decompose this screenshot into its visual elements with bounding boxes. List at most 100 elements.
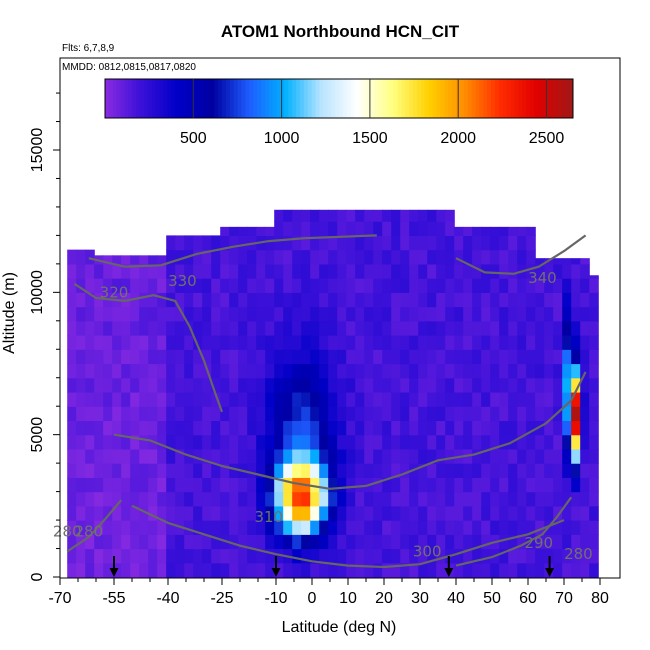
heatmap-cell <box>292 349 302 365</box>
heatmap-cell <box>130 278 140 293</box>
heatmap-cell <box>175 420 185 436</box>
heatmap-cell <box>481 434 491 450</box>
heatmap-cell <box>202 292 212 308</box>
heatmap-cell <box>400 320 410 336</box>
contour-line-330 <box>88 234 377 268</box>
heatmap-cell <box>94 548 104 564</box>
heatmap-cell <box>292 263 302 279</box>
heatmap-cell <box>112 377 122 393</box>
heatmap-cell <box>175 491 185 507</box>
heatmap-cell <box>355 377 365 393</box>
heatmap-cell <box>301 209 311 222</box>
heatmap-cell <box>580 263 590 279</box>
heatmap-cell <box>301 349 311 365</box>
heatmap-cell <box>382 562 392 578</box>
heatmap-cell <box>409 420 419 436</box>
heatmap-cell <box>391 534 401 550</box>
heatmap-cell <box>490 306 500 322</box>
heatmap-cell <box>490 562 500 578</box>
heatmap-cell <box>337 434 347 450</box>
heatmap-cell <box>148 363 158 379</box>
heatmap-cell <box>67 377 77 393</box>
heatmap-cell <box>292 505 302 521</box>
heatmap-cell <box>148 349 158 365</box>
colorbar-segment <box>206 79 211 118</box>
heatmap-cell <box>373 548 383 564</box>
heatmap-cell <box>391 209 401 222</box>
heatmap-cell <box>103 391 113 407</box>
heatmap-cell <box>508 349 518 365</box>
heatmap-cell <box>112 548 122 564</box>
heatmap-cell <box>454 363 464 379</box>
heatmap-cell <box>499 406 509 422</box>
heatmap-cell <box>139 505 149 521</box>
heatmap-cell <box>319 520 329 535</box>
heatmap-cell <box>103 255 113 265</box>
heatmap-cell <box>220 249 230 265</box>
heatmap-cell <box>346 349 356 365</box>
colorbar-segment <box>214 79 219 118</box>
heatmap-cell <box>337 520 347 535</box>
colorbar-segment <box>444 79 449 118</box>
heatmap-cell <box>94 491 104 507</box>
heatmap-cell <box>256 548 266 564</box>
heatmap-cell <box>481 235 491 251</box>
colorbar-segment <box>346 79 352 118</box>
heatmap-cell <box>310 406 320 422</box>
heatmap-cell <box>265 249 275 265</box>
heatmap-cell <box>274 406 284 422</box>
colorbar-segment <box>116 79 122 118</box>
heatmap-cell <box>328 320 338 336</box>
heatmap-cell <box>76 491 86 507</box>
heatmap-cell <box>553 520 563 535</box>
heatmap-cell <box>472 306 482 322</box>
heatmap-cell <box>274 463 284 478</box>
heatmap-cell <box>544 292 554 308</box>
heatmap-cell <box>535 562 545 578</box>
heatmap-cell <box>94 463 104 478</box>
heatmap-cell <box>463 505 473 521</box>
heatmap-cell <box>121 463 131 478</box>
heatmap-cell <box>193 505 203 521</box>
heatmap-cell <box>436 377 446 393</box>
heatmap-cell <box>391 391 401 407</box>
heatmap-cell <box>499 534 509 550</box>
heatmap-cell <box>238 249 248 265</box>
heatmap-cell <box>301 235 311 251</box>
heatmap-cell <box>373 335 383 350</box>
heatmap-cell <box>310 363 320 379</box>
heatmap-cell <box>535 263 545 279</box>
heatmap-cell <box>166 263 176 279</box>
heatmap-cell <box>337 349 347 365</box>
heatmap-cell <box>310 320 320 336</box>
heatmap-cell <box>292 491 302 507</box>
heatmap-cell <box>103 306 113 322</box>
heatmap-cell <box>94 278 104 293</box>
heatmap-cell <box>121 263 131 279</box>
heatmap-cell <box>148 377 158 393</box>
heatmap-cell <box>472 562 482 578</box>
heatmap-cell <box>292 520 302 535</box>
heatmap-cell <box>508 520 518 535</box>
heatmap-cell <box>535 520 545 535</box>
heatmap-cell <box>67 434 77 450</box>
heatmap-cell <box>445 491 455 507</box>
heatmap-cell <box>94 448 104 464</box>
heatmap-cell <box>193 292 203 308</box>
dates-label: MMDD: 0812,0815,0817,0820 <box>62 62 196 73</box>
heatmap-cell <box>202 377 212 393</box>
x-tick-label: -25 <box>210 590 233 607</box>
colorbar-segment <box>225 79 231 118</box>
heatmap-cell <box>454 391 464 407</box>
heatmap-cell <box>409 306 419 322</box>
heatmap-cell <box>256 420 266 436</box>
heatmap-cell <box>94 263 104 279</box>
heatmap-cell <box>508 548 518 564</box>
heatmap-cell <box>238 278 248 293</box>
heatmap-cell <box>112 391 122 407</box>
heatmap-cell <box>409 249 419 265</box>
heatmap-cell <box>373 221 383 236</box>
heatmap-cell <box>391 420 401 436</box>
heatmap-cell <box>517 562 527 578</box>
heatmap-cell <box>436 221 446 236</box>
